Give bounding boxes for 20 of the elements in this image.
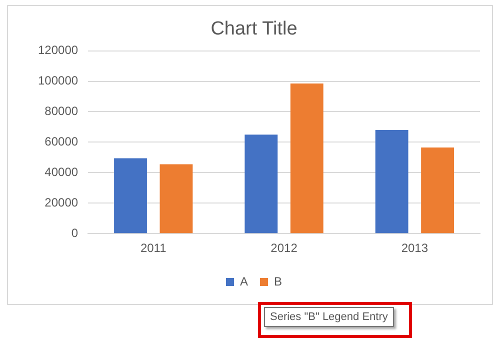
bar	[375, 130, 408, 234]
x-tick-label: 2011	[140, 241, 167, 256]
bar	[244, 134, 278, 234]
y-tick-label: 20000	[44, 195, 78, 210]
y-tick-label: 0	[71, 226, 78, 240]
y-tick-label: 80000	[44, 104, 78, 118]
bar	[160, 164, 193, 234]
legend-label: A	[240, 274, 248, 288]
bar	[290, 84, 324, 234]
x-tick-label: 2012	[270, 241, 298, 256]
legend-label: B	[274, 274, 282, 288]
chart-title: Chart Title	[210, 18, 298, 40]
text: Series "B" Legend Entry	[264, 307, 394, 327]
bar	[114, 158, 147, 234]
bar	[421, 148, 454, 234]
y-tick-label: 60000	[44, 134, 78, 149]
y-tick-label: 40000	[44, 164, 78, 179]
y-tick-label: 120000	[38, 43, 78, 58]
y-tick-label: 100000	[38, 74, 78, 88]
x-tick-label: 2013	[401, 241, 428, 256]
